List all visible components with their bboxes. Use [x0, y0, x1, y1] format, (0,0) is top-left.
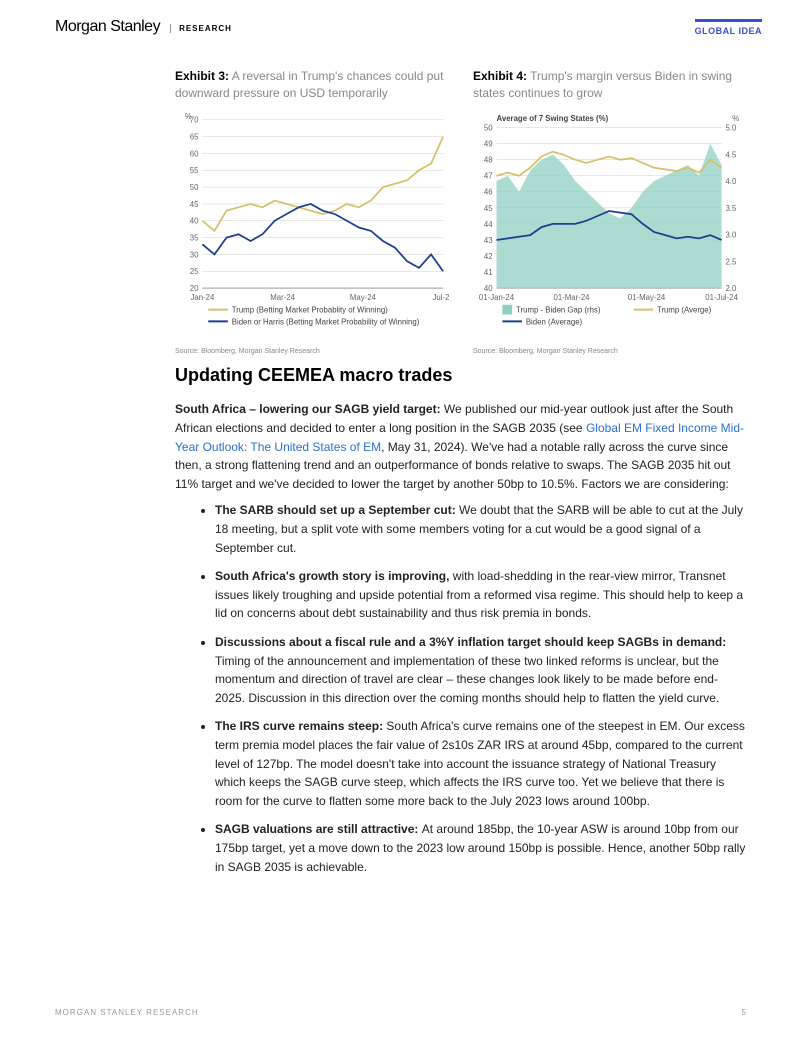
svg-text:Mar-24: Mar-24 — [270, 292, 295, 301]
footer-page-number: 5 — [742, 1008, 747, 1017]
svg-text:40: 40 — [190, 216, 199, 225]
svg-text:47: 47 — [484, 171, 493, 180]
bullet-item: SAGB valuations are still attractive: At… — [215, 820, 747, 876]
svg-text:43: 43 — [484, 235, 493, 244]
svg-text:49: 49 — [484, 139, 493, 148]
exhibit-3-block: Exhibit 3: A reversal in Trump's chances… — [175, 68, 449, 355]
bullet-lead: South Africa's growth story is improving… — [215, 569, 453, 583]
svg-text:4.0: 4.0 — [725, 177, 737, 186]
exhibit-3-label: Exhibit 3: — [175, 69, 229, 83]
bullet-text: Timing of the announcement and implement… — [215, 654, 719, 705]
svg-text:50: 50 — [190, 183, 199, 192]
svg-text:Trump - Biden Gap (rhs): Trump - Biden Gap (rhs) — [516, 305, 601, 314]
bullet-item: Discussions about a fiscal rule and a 3%… — [215, 633, 747, 707]
logo-group: Morgan Stanley RESEARCH — [55, 18, 232, 36]
svg-text:45: 45 — [190, 199, 199, 208]
svg-text:20: 20 — [190, 284, 199, 293]
bullets-list: The SARB should set up a September cut: … — [175, 501, 747, 876]
svg-text:3.0: 3.0 — [725, 230, 737, 239]
bullet-item: The SARB should set up a September cut: … — [215, 501, 747, 557]
bullet-lead: SAGB valuations are still attractive: — [215, 822, 422, 836]
exhibit-4-chart: Average of 7 Swing States (%)% 40 41 42 43 44… — [473, 110, 747, 345]
svg-text:Jan-24: Jan-24 — [190, 292, 215, 301]
svg-text:3.5: 3.5 — [725, 203, 737, 212]
bullet-lead: The IRS curve remains steep: — [215, 719, 386, 733]
svg-text:Biden or Harris (Betting Marke: Biden or Harris (Betting Market Probabil… — [232, 317, 420, 326]
svg-text:Jul-24: Jul-24 — [432, 292, 449, 301]
svg-text:4.5: 4.5 — [725, 150, 737, 159]
svg-text:Average of 7 Swing States (%): Average of 7 Swing States (%) — [496, 113, 608, 122]
svg-text:Trump (Betting Market Probabli: Trump (Betting Market Probablity of Winn… — [232, 305, 388, 314]
bullet-item: South Africa's growth story is improving… — [215, 567, 747, 623]
research-label: RESEARCH — [170, 24, 232, 33]
body-text: South Africa – lowering our SAGB yield t… — [55, 400, 747, 876]
svg-text:45: 45 — [484, 203, 493, 212]
bullet-lead: Discussions about a fiscal rule and a 3%… — [215, 635, 726, 649]
exhibit-3-chart: %2025303540455055606570Jan-24Mar-24May-2… — [175, 110, 449, 345]
svg-text:2.5: 2.5 — [725, 257, 737, 266]
bullet-lead: The SARB should set up a September cut: — [215, 503, 459, 517]
exhibit-4-block: Exhibit 4: Trump's margin versus Biden i… — [473, 68, 747, 355]
svg-text:50: 50 — [484, 123, 493, 132]
svg-text:2.0: 2.0 — [725, 284, 737, 293]
bullet-item: The IRS curve remains steep: South Afric… — [215, 717, 747, 810]
svg-text:30: 30 — [190, 250, 199, 259]
exhibit-3-source: Source: Bloomberg, Morgan Stanley Resear… — [175, 348, 449, 355]
svg-text:5.0: 5.0 — [725, 123, 737, 132]
svg-text:01-Mar-24: 01-Mar-24 — [553, 292, 590, 301]
svg-text:46: 46 — [484, 187, 493, 196]
svg-text:25: 25 — [190, 267, 199, 276]
exhibit-4-title: Exhibit 4: Trump's margin versus Biden i… — [473, 68, 747, 102]
svg-text:%: % — [732, 113, 739, 122]
charts-row: Exhibit 3: A reversal in Trump's chances… — [55, 68, 747, 355]
svg-text:01-May-24: 01-May-24 — [628, 292, 666, 301]
exhibit-3-title: Exhibit 3: A reversal in Trump's chances… — [175, 68, 449, 102]
exhibit-4-label: Exhibit 4: — [473, 69, 527, 83]
svg-text:42: 42 — [484, 252, 493, 261]
svg-text:Trump (Averge): Trump (Averge) — [657, 305, 712, 314]
svg-text:01-Jan-24: 01-Jan-24 — [479, 292, 515, 301]
svg-text:May-24: May-24 — [350, 292, 377, 301]
svg-text:48: 48 — [484, 155, 493, 164]
svg-text:55: 55 — [190, 166, 199, 175]
svg-text:60: 60 — [190, 149, 199, 158]
logo-text: Morgan Stanley — [55, 18, 160, 36]
svg-text:70: 70 — [190, 115, 199, 124]
intro-lead: South Africa – lowering our SAGB yield t… — [175, 402, 444, 416]
svg-text:44: 44 — [484, 219, 493, 228]
svg-text:65: 65 — [190, 132, 199, 141]
footer-left: MORGAN STANLEY RESEARCH — [55, 1008, 199, 1017]
svg-text:40: 40 — [484, 284, 493, 293]
intro-paragraph: South Africa – lowering our SAGB yield t… — [175, 400, 747, 493]
main-content: Exhibit 3: A reversal in Trump's chances… — [0, 68, 802, 876]
svg-text:35: 35 — [190, 233, 199, 242]
svg-text:01-Jul-24: 01-Jul-24 — [705, 292, 738, 301]
section-heading: Updating CEEMEA macro trades — [55, 365, 747, 386]
exhibit-4-source: Source: Bloomberg, Morgan Stanley Resear… — [473, 348, 747, 355]
svg-text:41: 41 — [484, 268, 493, 277]
page-header: Morgan Stanley RESEARCH GLOBAL IDEA — [0, 0, 802, 50]
global-idea-badge: GLOBAL IDEA — [695, 19, 762, 36]
page-footer: MORGAN STANLEY RESEARCH 5 — [55, 1008, 747, 1017]
svg-text:Biden (Average): Biden (Average) — [526, 317, 583, 326]
